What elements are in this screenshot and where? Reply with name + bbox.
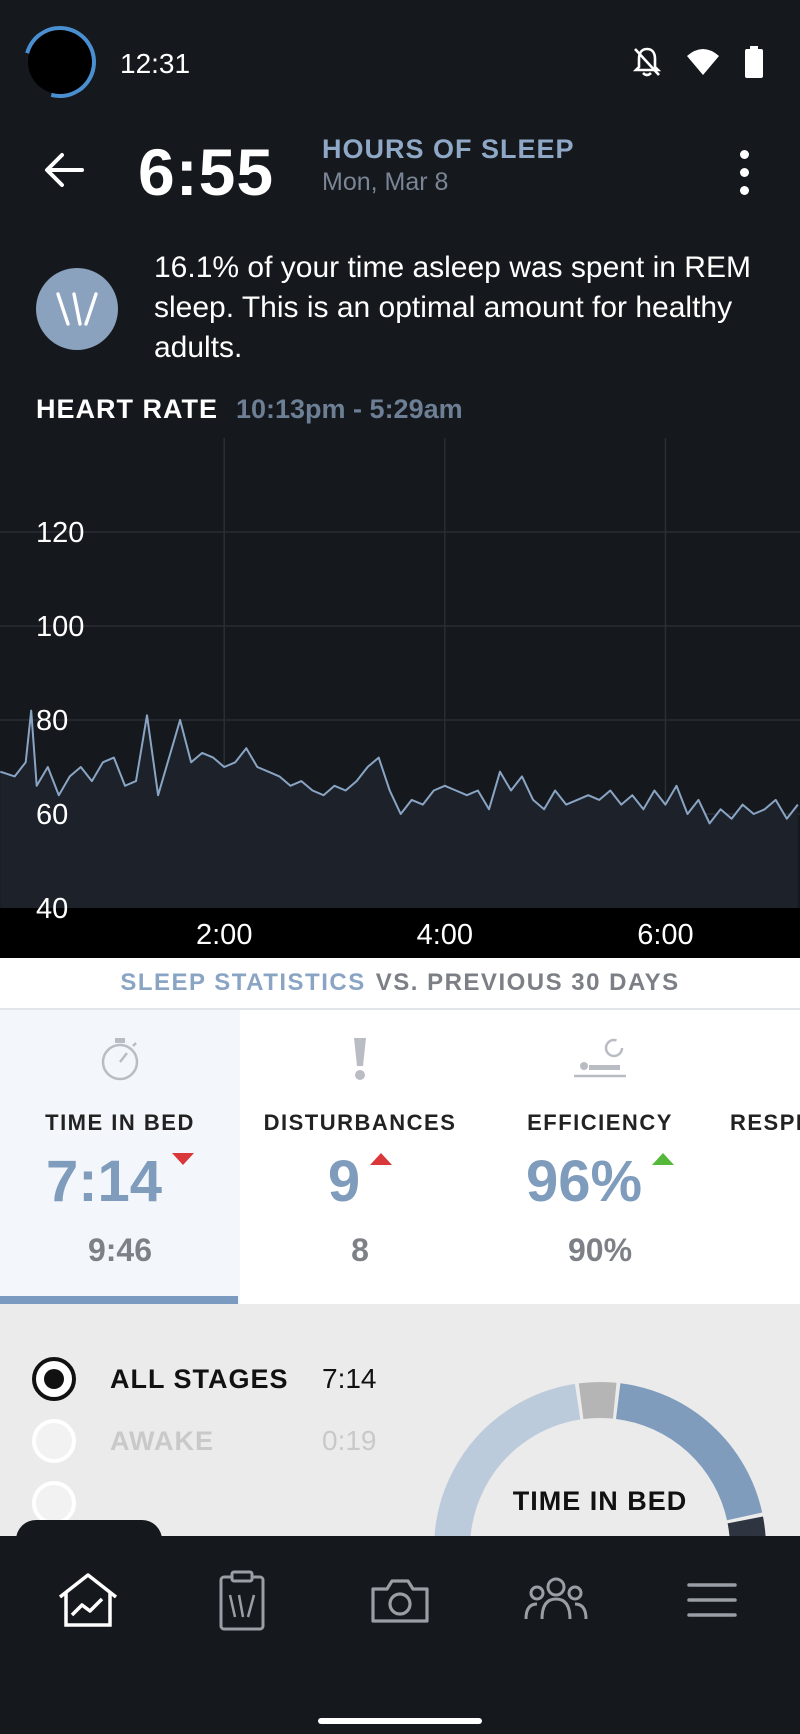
donut-segment [727, 1516, 766, 1536]
hours-of-sleep-label: HOURS OF SLEEP [322, 134, 575, 164]
stat-card-disturbances[interactable]: DISTURBANCES 9 8 [240, 1010, 480, 1304]
radio-selected-icon[interactable] [32, 1357, 76, 1401]
heart-rate-chart[interactable]: 40 60 80 100 120 2:00 4:00 6:00 [0, 438, 800, 958]
journal-icon [219, 1570, 265, 1631]
sleeping-person-icon [480, 1036, 720, 1086]
status-bar: 12:31 [0, 0, 800, 120]
stat-previous-value: 8 [351, 1232, 369, 1268]
insight-text: 16.1% of your time asleep was spent in R… [154, 251, 751, 364]
time-in-bed-donut [434, 1381, 766, 1536]
chart-y-tick-label: 40 [36, 893, 68, 925]
donut-segment [578, 1381, 617, 1420]
stat-label: RESPI [730, 1110, 800, 1135]
sleep-header: 6:55 HOURS OF SLEEP Mon, Mar 8 [0, 120, 800, 240]
donut-segment [434, 1383, 581, 1536]
sleep-statistics: SLEEP STATISTICS VS. PREVIOUS 30 DAYS TI… [0, 958, 800, 1304]
stat-label: DISTURBANCES [263, 1110, 457, 1135]
sleep-insight: 16.1% of your time asleep was spent in R… [0, 248, 800, 368]
notifications-off-icon [632, 47, 662, 77]
heart-rate-time-range: 10:13pm - 5:29am [236, 394, 463, 424]
menu-icon [687, 1583, 737, 1617]
chart-x-tick-label: 6:00 [637, 919, 693, 951]
battery-icon [745, 46, 763, 78]
chart-x-tick-label: 4:00 [417, 919, 473, 951]
nav-community[interactable] [516, 1560, 596, 1640]
donut-label: TIME IN BED [512, 1486, 688, 1516]
chart-y-tick-label: 100 [36, 611, 84, 643]
more-dot-icon [739, 149, 749, 159]
stage-name: AWAKE [110, 1425, 215, 1456]
chart-x-axis-strip [0, 908, 800, 958]
sleep-statistics-heading: SLEEP STATISTICS [120, 969, 366, 996]
chart-y-tick-label: 120 [36, 517, 84, 549]
stat-value-text: 96% [525, 1149, 643, 1214]
stat-value: 96% [480, 1148, 720, 1215]
home-icon [58, 1573, 118, 1627]
stat-previous-value: 90% [567, 1232, 633, 1268]
donut-segment [615, 1383, 763, 1521]
stat-card-efficiency[interactable]: EFFICIENCY 96% 90% [480, 1010, 720, 1304]
stat-value: 7:14 [0, 1148, 240, 1215]
stat-label: TIME IN BED [45, 1110, 195, 1135]
more-dot-icon [739, 185, 749, 195]
stage-option-next[interactable] [32, 1478, 76, 1528]
heart-rate-title: HEART RATE [36, 394, 218, 424]
toast-tab [16, 1520, 162, 1536]
trend-up-icon [652, 1153, 675, 1165]
stopwatch-icon [0, 1036, 240, 1086]
stage-name: ALL STAGES [110, 1363, 289, 1394]
stat-cards[interactable]: TIME IN BED 7:14 9:46 DISTURBANCES 9 8 [0, 1010, 800, 1304]
home-indicator[interactable] [318, 1718, 482, 1724]
status-icons [632, 46, 764, 78]
trend-up-icon [370, 1153, 393, 1165]
stage-option-awake[interactable]: AWAKE 0:19 [32, 1416, 377, 1466]
back-button[interactable] [40, 146, 88, 194]
more-dot-icon [739, 167, 749, 177]
hours-of-sleep-value: 6:55 [138, 135, 275, 209]
radio-unselected-icon[interactable] [32, 1419, 76, 1463]
stat-value-text: 7:14 [45, 1149, 163, 1214]
sleep-statistics-title: SLEEP STATISTICS VS. PREVIOUS 30 DAYS [0, 958, 800, 1010]
stat-value: 9 [240, 1148, 480, 1215]
nav-journal[interactable] [202, 1560, 282, 1640]
arrow-left-icon [45, 153, 84, 187]
stage-duration: 7:14 [322, 1363, 377, 1394]
stat-label: EFFICIENCY [527, 1110, 673, 1135]
heart-rate-area [0, 710, 798, 908]
stat-previous-value: 9:46 [87, 1232, 153, 1268]
chart-y-tick-label: 80 [36, 705, 68, 737]
comparison-period: VS. PREVIOUS 30 DAYS [375, 969, 680, 996]
status-time: 12:31 [120, 48, 191, 79]
radio-unselected-icon[interactable] [32, 1481, 76, 1525]
exclamation-icon [240, 1036, 480, 1086]
whoop-logo-icon [36, 268, 118, 350]
chart-y-tick-label: 60 [36, 799, 68, 831]
heart-rate-header: HEART RATE 10:13pm - 5:29am [36, 394, 463, 425]
trend-down-icon [172, 1153, 195, 1165]
stage-duration: 0:19 [322, 1425, 377, 1456]
nav-home[interactable] [48, 1560, 128, 1640]
wifi-icon [687, 49, 719, 75]
nav-menu[interactable] [672, 1560, 752, 1640]
recovery-ring-icon [10, 12, 110, 112]
stat-card-time-in-bed[interactable]: TIME IN BED 7:14 9:46 [0, 1010, 240, 1304]
stat-card-respiratory[interactable]: RESPI [720, 1010, 800, 1304]
chart-x-tick-label: 2:00 [196, 919, 252, 951]
sleep-stages: ALL STAGES 7:14 AWAKE 0:19 TIME IN BED [0, 1304, 800, 1536]
stat-value-text: 9 [327, 1149, 361, 1214]
camera-icon [371, 1579, 429, 1623]
more-options-button[interactable] [724, 144, 764, 200]
bottom-navigation [0, 1536, 800, 1734]
community-icon [524, 1577, 588, 1620]
stage-option-all-stages[interactable]: ALL STAGES 7:14 [32, 1354, 377, 1404]
sleep-date: Mon, Mar 8 [322, 168, 449, 196]
heart-rate-series-line [0, 709, 799, 825]
nav-camera[interactable] [360, 1560, 440, 1640]
